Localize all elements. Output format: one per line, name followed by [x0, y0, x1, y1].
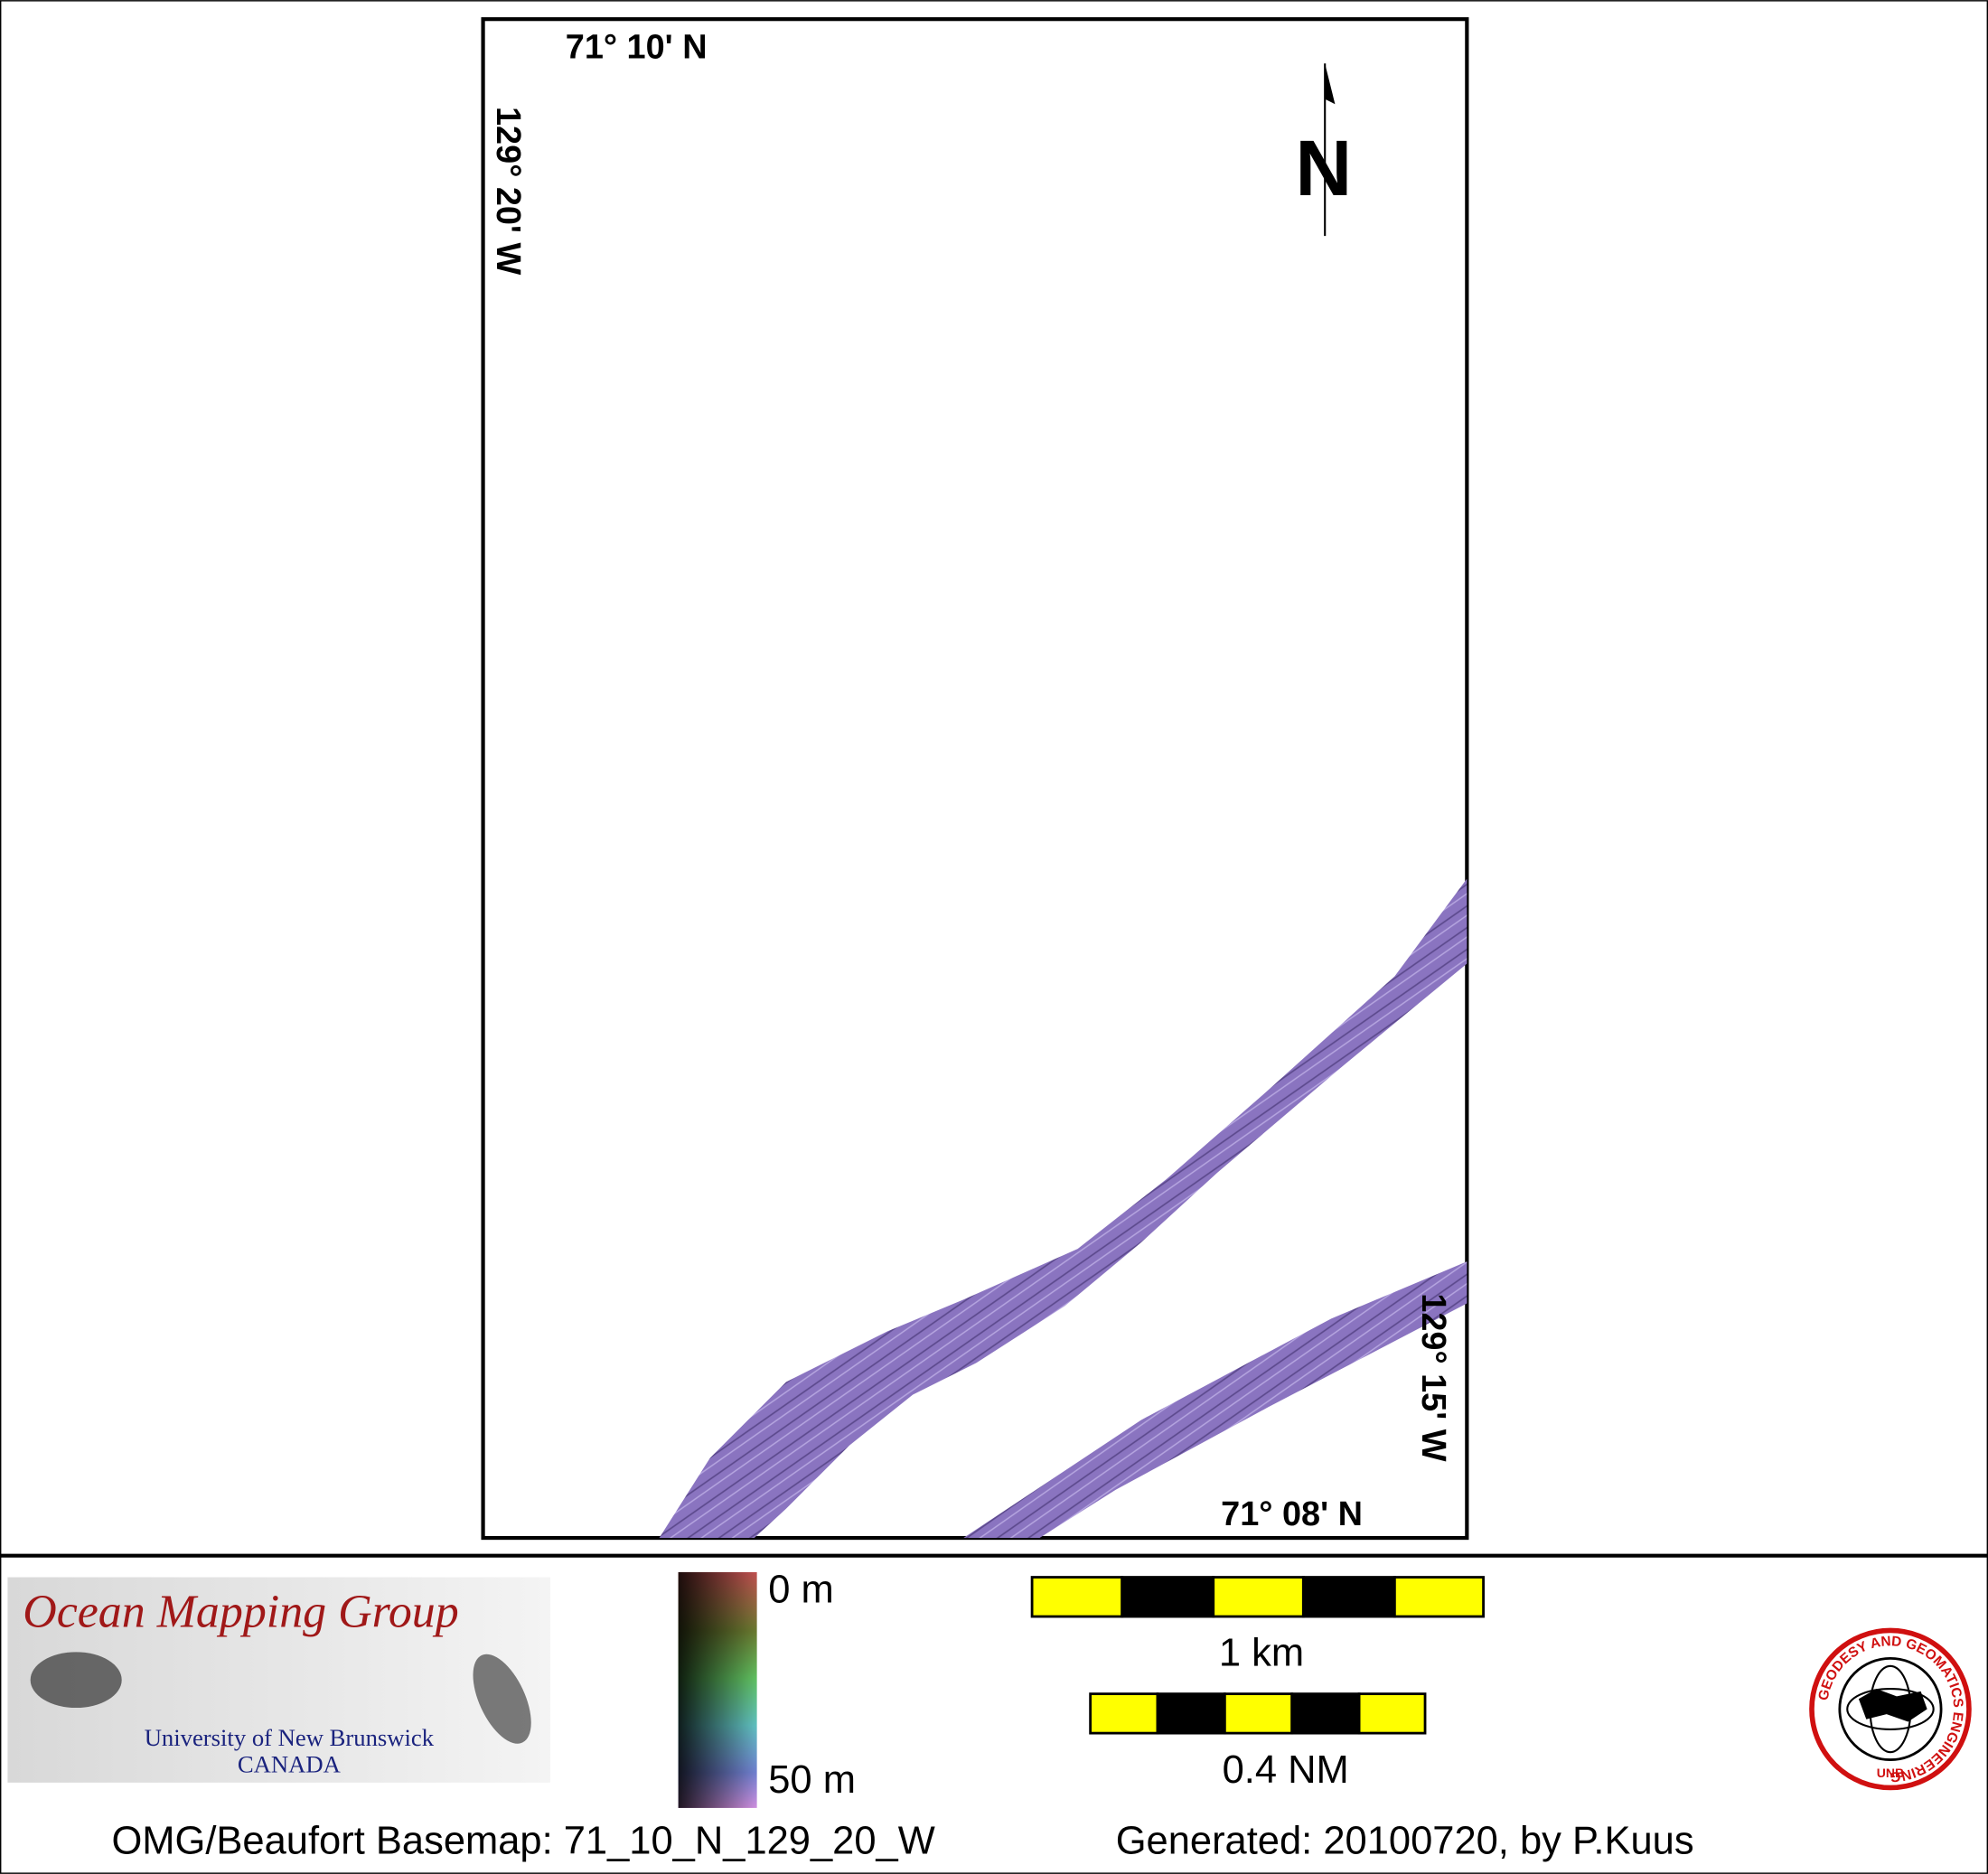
north-label: N [1295, 125, 1352, 212]
scale-segment [1290, 1692, 1361, 1735]
scale-segment [1223, 1692, 1294, 1735]
scale-segment [1212, 1576, 1305, 1618]
longitude-label: 129° 20' W [489, 107, 527, 276]
logo-country: CANADA [238, 1751, 342, 1778]
scale-segment [1121, 1576, 1215, 1618]
seal-bottom-text: UNB [1877, 1766, 1904, 1780]
depth-top-label: 0 m [768, 1569, 834, 1612]
km-scale-bar [1030, 1576, 1485, 1618]
scale-segment [1357, 1692, 1427, 1735]
depth-colorbar-shade [678, 1571, 757, 1808]
nm-scale-bar [1089, 1692, 1427, 1735]
map-frame [481, 17, 1469, 1541]
scale-segment [1393, 1576, 1485, 1618]
nm-scale-label: 0.4 NM [1223, 1748, 1349, 1792]
latitude-label: 71° 08' N [1221, 1495, 1363, 1533]
depth-bottom-label: 50 m [768, 1758, 856, 1802]
seal-graphic [1846, 1687, 1935, 1730]
caption-basemap: OMG/Beaufort Basemap: 71_10_N_129_20_W [111, 1819, 934, 1862]
survey-swath [963, 1261, 1468, 1539]
km-scale-label: 1 km [1219, 1632, 1304, 1675]
logo-university: University of New Brunswick [145, 1724, 435, 1751]
latitude-label: 71° 10' N [566, 29, 708, 67]
unb-seal: GEODESY AND GEOMATICS ENGINEERING UNB [1809, 1627, 1972, 1791]
scale-segment [1301, 1576, 1396, 1618]
scale-segment [1089, 1692, 1159, 1735]
logo-graphic [30, 1652, 122, 1709]
seal-globe [1858, 1689, 1927, 1722]
caption-generated: Generated: 20100720, by P.Kuus [1116, 1819, 1694, 1862]
longitude-label: 129° 15' W [1414, 1293, 1452, 1462]
scale-segment [1156, 1692, 1226, 1735]
logo-title: Ocean Mapping Group [23, 1586, 458, 1637]
logo-graphic [473, 1654, 531, 1744]
survey-swath [659, 878, 1468, 1539]
north-arrow-head [1325, 63, 1336, 105]
scale-segment [1030, 1576, 1124, 1618]
omg-logo: Ocean Mapping Group University of New Br… [7, 1577, 550, 1783]
